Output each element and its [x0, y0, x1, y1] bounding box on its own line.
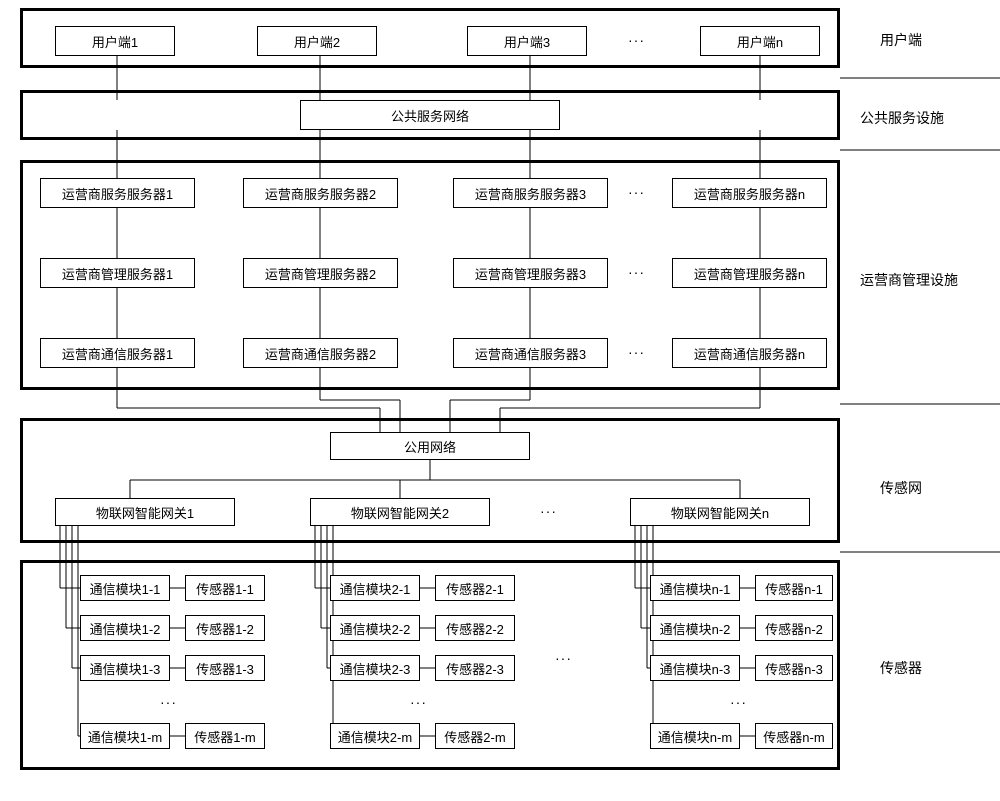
op-comm-2: 运营商通信服务器2: [243, 338, 398, 368]
op-svc-n: 运营商服务服务器n: [672, 178, 827, 208]
ellipsis-group2: ···: [410, 694, 427, 710]
ellipsis-op-svc: ···: [628, 184, 645, 200]
op-svc-1: 运营商服务服务器1: [40, 178, 195, 208]
sensor-2-2: 传感器2-2: [435, 615, 515, 641]
op-mgmt-n: 运营商管理服务器n: [672, 258, 827, 288]
public-network-2: 公用网络: [330, 432, 530, 460]
tier-label-clients: 用户端: [880, 30, 922, 50]
op-mgmt-1: 运营商管理服务器1: [40, 258, 195, 288]
ellipsis-group1: ···: [160, 694, 177, 710]
sensor-2-3: 传感器2-3: [435, 655, 515, 681]
module-2-1: 通信模块2-1: [330, 575, 420, 601]
ellipsis-op-mgmt: ···: [628, 264, 645, 280]
sensor-n-1: 传感器n-1: [755, 575, 833, 601]
sensor-2-1: 传感器2-1: [435, 575, 515, 601]
op-svc-3: 运营商服务服务器3: [453, 178, 608, 208]
module-2-3: 通信模块2-3: [330, 655, 420, 681]
module-n-1: 通信模块n-1: [650, 575, 740, 601]
module-n-m: 通信模块n-m: [650, 723, 740, 749]
tier-label-sensors: 传感器: [880, 658, 922, 678]
sensor-n-3: 传感器n-3: [755, 655, 833, 681]
module-n-2: 通信模块n-2: [650, 615, 740, 641]
sensor-1-3: 传感器1-3: [185, 655, 265, 681]
gateway-1: 物联网智能网关1: [55, 498, 235, 526]
tier-label-public-service: 公共服务设施: [860, 108, 944, 128]
op-comm-1: 运营商通信服务器1: [40, 338, 195, 368]
tier-label-operator-mgmt: 运营商管理设施: [860, 270, 958, 290]
ellipsis-gateways: ···: [540, 503, 557, 519]
sensor-1-m: 传感器1-m: [185, 723, 265, 749]
sensor-n-2: 传感器n-2: [755, 615, 833, 641]
module-2-m: 通信模块2-m: [330, 723, 420, 749]
module-1-2: 通信模块1-2: [80, 615, 170, 641]
op-mgmt-3: 运营商管理服务器3: [453, 258, 608, 288]
client-3: 用户端3: [467, 26, 587, 56]
ellipsis-groups-between: ···: [555, 650, 572, 666]
module-1-m: 通信模块1-m: [80, 723, 170, 749]
gateway-n: 物联网智能网关n: [630, 498, 810, 526]
op-comm-3: 运营商通信服务器3: [453, 338, 608, 368]
ellipsis-clients: ···: [628, 32, 645, 48]
sensor-1-1: 传感器1-1: [185, 575, 265, 601]
gateway-2: 物联网智能网关2: [310, 498, 490, 526]
module-1-3: 通信模块1-3: [80, 655, 170, 681]
module-1-1: 通信模块1-1: [80, 575, 170, 601]
op-mgmt-2: 运营商管理服务器2: [243, 258, 398, 288]
op-svc-2: 运营商服务服务器2: [243, 178, 398, 208]
sensor-2-m: 传感器2-m: [435, 723, 515, 749]
module-2-2: 通信模块2-2: [330, 615, 420, 641]
ellipsis-groupn: ···: [730, 694, 747, 710]
sensor-1-2: 传感器1-2: [185, 615, 265, 641]
client-2: 用户端2: [257, 26, 377, 56]
ellipsis-op-comm: ···: [628, 344, 645, 360]
module-n-3: 通信模块n-3: [650, 655, 740, 681]
client-1: 用户端1: [55, 26, 175, 56]
op-comm-n: 运营商通信服务器n: [672, 338, 827, 368]
sensor-n-m: 传感器n-m: [755, 723, 833, 749]
public-service-network: 公共服务网络: [300, 100, 560, 130]
tier-label-sensor-net: 传感网: [880, 478, 922, 498]
client-n: 用户端n: [700, 26, 820, 56]
